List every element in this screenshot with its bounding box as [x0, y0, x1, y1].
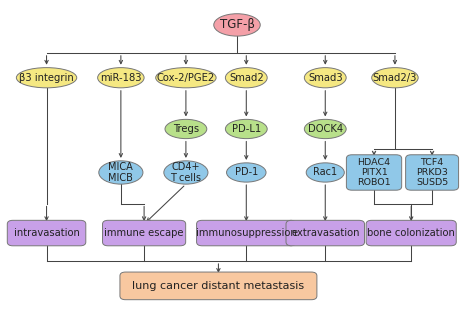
FancyBboxPatch shape	[102, 220, 186, 246]
Text: PD-1: PD-1	[235, 167, 258, 178]
Ellipse shape	[225, 68, 267, 88]
FancyBboxPatch shape	[406, 155, 458, 190]
Text: Tregs: Tregs	[173, 124, 199, 134]
Text: HDAC4
PITX1
ROBO1: HDAC4 PITX1 ROBO1	[357, 158, 391, 187]
Text: MICA
MICB: MICA MICB	[109, 162, 133, 183]
FancyBboxPatch shape	[366, 220, 456, 246]
Ellipse shape	[372, 68, 418, 88]
Text: CD4+
T cells: CD4+ T cells	[170, 162, 201, 183]
Text: TCF4
PRKD3
SUSD5: TCF4 PRKD3 SUSD5	[416, 158, 448, 187]
Ellipse shape	[227, 163, 266, 182]
Ellipse shape	[225, 120, 267, 139]
FancyBboxPatch shape	[7, 220, 86, 246]
Ellipse shape	[99, 161, 143, 184]
Ellipse shape	[304, 120, 346, 139]
Ellipse shape	[16, 68, 77, 88]
Ellipse shape	[306, 163, 344, 182]
Ellipse shape	[165, 120, 207, 139]
Text: extravasation: extravasation	[291, 228, 359, 238]
Text: Smad2/3: Smad2/3	[373, 73, 417, 83]
Ellipse shape	[164, 161, 208, 184]
Ellipse shape	[214, 14, 260, 36]
Text: PD-L1: PD-L1	[232, 124, 261, 134]
Text: Cox-2/PGE2: Cox-2/PGE2	[157, 73, 215, 83]
Ellipse shape	[155, 68, 216, 88]
Text: Rac1: Rac1	[313, 167, 337, 178]
Text: DOCK4: DOCK4	[308, 124, 343, 134]
Text: miR-183: miR-183	[100, 73, 142, 83]
Text: immune escape: immune escape	[104, 228, 184, 238]
Text: TGF-β: TGF-β	[219, 18, 255, 31]
Text: β3 integrin: β3 integrin	[19, 73, 74, 83]
Text: Smad3: Smad3	[308, 73, 343, 83]
Ellipse shape	[304, 68, 346, 88]
Ellipse shape	[98, 68, 144, 88]
Text: lung cancer distant metastasis: lung cancer distant metastasis	[132, 281, 304, 291]
Text: intravasation: intravasation	[14, 228, 80, 238]
Text: immunosuppression: immunosuppression	[196, 228, 297, 238]
FancyBboxPatch shape	[197, 220, 296, 246]
FancyBboxPatch shape	[120, 272, 317, 300]
FancyBboxPatch shape	[286, 220, 365, 246]
Text: bone colonization: bone colonization	[367, 228, 455, 238]
Text: Smad2: Smad2	[229, 73, 264, 83]
FancyBboxPatch shape	[346, 155, 401, 190]
